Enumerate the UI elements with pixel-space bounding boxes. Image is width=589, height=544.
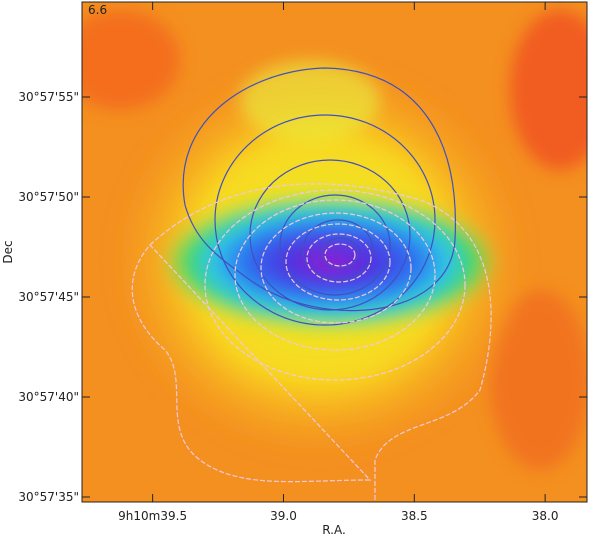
y-tick-label: 30°57'55" — [18, 90, 79, 104]
x-tick-label: 39.0 — [270, 509, 297, 523]
annotation: 6.6 — [88, 3, 107, 17]
frame — [81, 1, 588, 503]
y-tick-label: 30°57'35" — [18, 490, 79, 504]
image — [82, 2, 587, 502]
x-tick-label: 38.5 — [401, 509, 428, 523]
y-axis-label: Dec — [1, 240, 15, 263]
y-tick-label: 30°57'45" — [18, 290, 79, 304]
x-tick-label: 9h10m39.5 — [118, 509, 187, 523]
x-tick-label: 38.0 — [532, 509, 559, 523]
x-axis-label: R.A. — [322, 523, 346, 537]
y-tick-label: 30°57'40" — [18, 390, 79, 404]
y-tick-label: 30°57'50" — [18, 190, 79, 204]
